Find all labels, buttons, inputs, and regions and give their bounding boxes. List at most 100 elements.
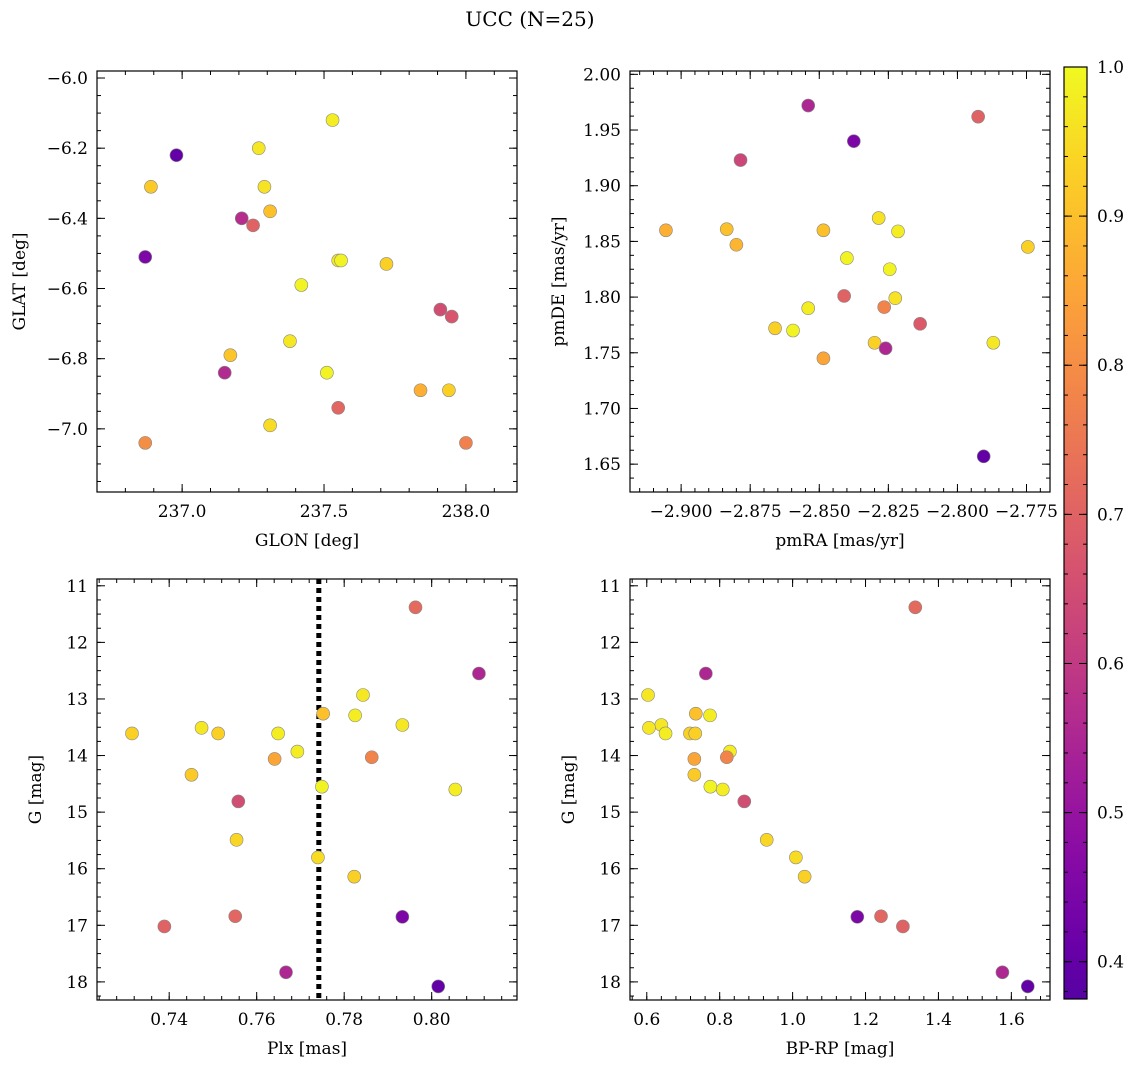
y-tick-label: 11	[66, 577, 88, 597]
panel-pmra-pmde: −2.900 −2.875 −2.850 −2.825 −2.800 −2.775 1.65…	[549, 65, 1058, 551]
data-point	[211, 726, 225, 741]
x-tick-label: 1.2	[852, 1010, 879, 1030]
data-point	[234, 211, 249, 226]
scatter-points	[659, 98, 1035, 464]
y-tick-label: 17	[66, 916, 88, 936]
data-point	[263, 204, 277, 219]
data-point	[444, 309, 459, 324]
y-tick-label: −7.0	[47, 420, 88, 440]
data-point	[737, 794, 752, 809]
data-point	[263, 418, 277, 433]
data-point	[871, 211, 886, 225]
data-point	[267, 752, 282, 766]
data-point	[687, 752, 702, 766]
data-point	[976, 449, 991, 464]
y-tick-label: 1.75	[583, 344, 621, 364]
data-point	[759, 833, 774, 847]
y-axis-label: G [mag]	[559, 755, 579, 824]
data-point	[789, 850, 803, 865]
data-point	[719, 222, 734, 236]
colorbar-tick-label: 0.7	[1097, 505, 1124, 525]
data-point	[442, 383, 456, 398]
y-tick-label: 1.80	[583, 288, 621, 308]
x-tick-label: 0.74	[150, 1010, 188, 1030]
data-point	[1021, 240, 1035, 254]
data-point	[729, 237, 744, 252]
scatter-points	[641, 600, 1035, 994]
data-point	[347, 869, 362, 884]
x-tick-label: 1.4	[925, 1010, 952, 1030]
y-tick-label: 16	[599, 860, 621, 880]
data-point	[689, 706, 703, 721]
data-point	[816, 223, 831, 238]
data-point	[138, 436, 153, 450]
data-point	[364, 750, 379, 765]
x-tick-label: −2.825	[857, 502, 920, 522]
x-axis-label: BP-RP [mag]	[786, 1039, 895, 1059]
data-point	[311, 850, 325, 865]
data-point	[125, 726, 139, 741]
y-tick-label: −6.2	[47, 139, 88, 159]
data-point	[874, 909, 888, 924]
data-point	[395, 718, 410, 732]
x-tick-label: 0.80	[413, 1010, 451, 1030]
data-point	[448, 782, 463, 797]
y-axis-label: G [mag]	[26, 755, 46, 824]
data-point	[888, 291, 903, 306]
data-point	[271, 726, 285, 741]
data-point	[431, 979, 446, 994]
data-point	[715, 782, 730, 797]
y-tick-label: 1.85	[583, 232, 621, 252]
axes-frame	[629, 70, 1051, 493]
data-point	[279, 965, 293, 980]
x-tick-label: −2.900	[650, 502, 713, 522]
data-point	[719, 750, 734, 765]
data-point	[878, 341, 893, 356]
data-point	[837, 289, 851, 303]
data-point	[223, 348, 238, 362]
data-point	[283, 334, 297, 348]
data-point	[882, 262, 897, 277]
y-tick-label: 13	[66, 690, 88, 710]
data-point	[896, 919, 910, 934]
data-point	[257, 179, 272, 194]
x-tick-label: 0.78	[325, 1010, 363, 1030]
y-tick-label: 1.65	[583, 455, 621, 475]
data-point	[316, 706, 330, 721]
data-point	[194, 721, 209, 735]
data-point	[459, 436, 473, 450]
data-point	[986, 335, 1001, 350]
y-tick-label: 15	[599, 803, 621, 823]
data-point	[703, 708, 717, 723]
data-point	[995, 965, 1010, 980]
data-point	[913, 317, 927, 331]
y-tick-label: 17	[599, 916, 621, 936]
figure-title: UCC (N=25)	[465, 7, 594, 31]
y-tick-label: −6.6	[47, 280, 88, 300]
data-point	[877, 300, 892, 314]
data-point	[356, 688, 370, 702]
y-tick-label: 1.90	[583, 177, 621, 197]
data-point	[658, 726, 673, 741]
axes-frame	[96, 70, 518, 493]
data-point	[472, 666, 486, 681]
data-point	[971, 109, 985, 124]
y-tick-label: 11	[599, 577, 621, 597]
colorbar-tick-label: 0.5	[1097, 804, 1124, 824]
data-point	[891, 224, 905, 239]
data-point	[801, 98, 816, 113]
y-tick-label: 14	[66, 747, 88, 767]
y-tick-label: 15	[66, 803, 88, 823]
y-tick-label: 18	[599, 973, 621, 993]
axes-frame	[96, 578, 518, 1001]
data-point	[786, 323, 800, 338]
data-point	[331, 400, 346, 415]
data-point	[850, 910, 865, 924]
y-tick-label: −6.0	[47, 69, 88, 89]
panel-glon-glat: 237.0 237.5 238.0 −6.0 −6.2 −6.4 −6.6 −6.8 −7.0 G…	[10, 69, 518, 551]
x-tick-label: 1.0	[779, 1010, 806, 1030]
colorbar-tick-label: 1.0	[1097, 58, 1124, 78]
colorbar-frame	[1063, 66, 1088, 1000]
data-point	[217, 365, 232, 380]
data-point	[659, 223, 673, 238]
